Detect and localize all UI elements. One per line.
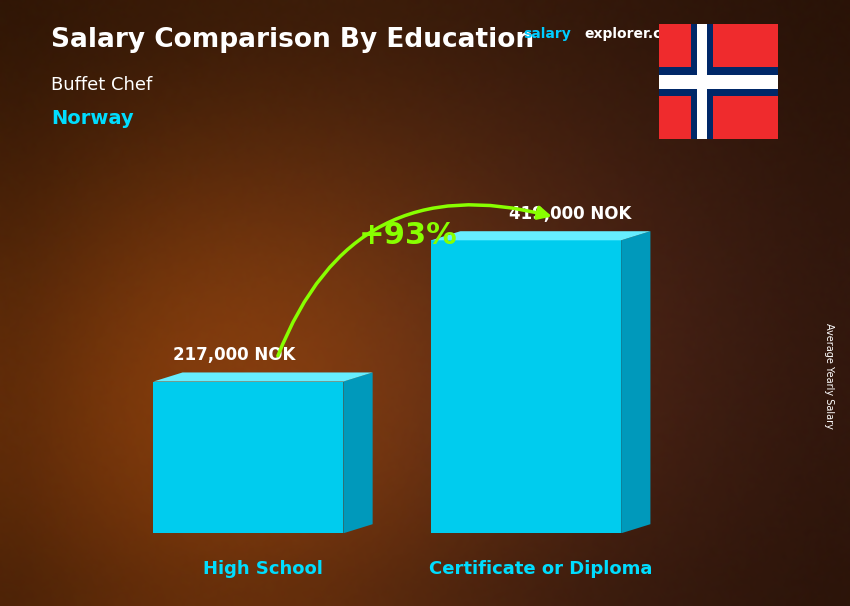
Text: 217,000 NOK: 217,000 NOK (173, 346, 295, 364)
Text: Buffet Chef: Buffet Chef (51, 76, 152, 94)
Polygon shape (153, 373, 372, 382)
Bar (659, 75, 778, 89)
Bar (697, 24, 707, 139)
Bar (691, 24, 713, 139)
Text: Certificate or Diploma: Certificate or Diploma (429, 560, 653, 578)
Text: Average Yearly Salary: Average Yearly Salary (824, 323, 834, 428)
Text: 419,000 NOK: 419,000 NOK (509, 205, 632, 223)
Text: Norway: Norway (51, 109, 133, 128)
Polygon shape (343, 373, 372, 533)
Text: Salary Comparison By Education: Salary Comparison By Education (51, 27, 534, 53)
Bar (659, 67, 778, 96)
Polygon shape (621, 231, 650, 533)
Polygon shape (431, 241, 621, 533)
Polygon shape (153, 382, 343, 533)
Text: High School: High School (203, 560, 323, 578)
Text: salary: salary (523, 27, 570, 41)
Text: explorer.com: explorer.com (584, 27, 685, 41)
Text: +93%: +93% (359, 221, 458, 250)
Polygon shape (431, 231, 650, 241)
